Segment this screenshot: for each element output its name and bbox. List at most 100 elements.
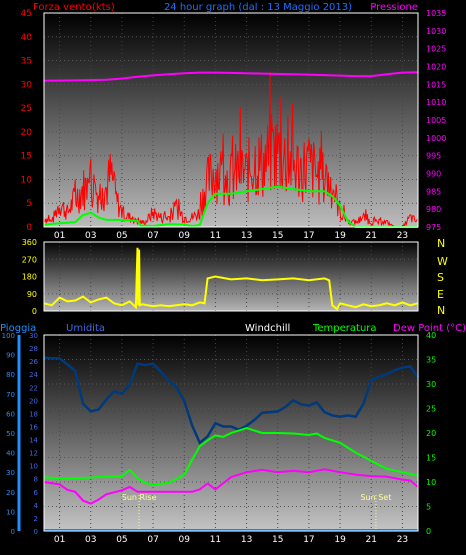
y-tick-wind: 5 — [26, 199, 32, 209]
x-tick-label: 19 — [334, 231, 346, 241]
legend-windchill: Windchill — [245, 323, 290, 334]
y-tick-pressure: 985 — [426, 187, 441, 196]
y-tick-pressure: 980 — [426, 205, 441, 214]
y-tick-rain: 100 — [2, 332, 15, 340]
y-tick-direction: 180 — [22, 273, 37, 282]
y-tick-temperature: 0 — [426, 527, 431, 536]
compass-n-top: N — [437, 237, 445, 250]
x-tick-label: 15 — [272, 231, 283, 241]
x-tick-label: 11 — [210, 231, 221, 241]
compass-w: W — [437, 255, 448, 268]
y-tick-humidity: 16 — [29, 423, 38, 431]
panel-temp-border — [43, 334, 419, 532]
series-wind-average — [43, 185, 418, 228]
y-tick-rain: 60 — [6, 410, 15, 418]
x-tick-label: 01 — [54, 535, 65, 545]
y-tick-pressure: 1015 — [426, 80, 446, 89]
series-wind-direction — [43, 247, 419, 311]
y-tick-rain: 40 — [6, 450, 15, 458]
x-tick-label: 07 — [147, 231, 158, 241]
x-tick-label: 05 — [116, 535, 127, 545]
y-tick-rain: 20 — [6, 489, 15, 497]
series-pressure — [43, 71, 419, 82]
y-tick-humidity: 4 — [34, 502, 39, 510]
y-tick-pressure: 1010 — [426, 98, 446, 107]
y-tick-pressure: 995 — [426, 152, 441, 161]
y-tick-temperature: 20 — [426, 429, 436, 438]
x-tick-label: 07 — [147, 535, 158, 545]
x-tick-label: 03 — [85, 231, 96, 241]
x-tick-label: 09 — [179, 231, 191, 241]
x-tick-label: 13 — [241, 231, 252, 241]
legend-pioggia: Pioggia — [0, 323, 36, 334]
x-tick-label: 01 — [54, 231, 65, 241]
event-sunset-label: Sun Set — [360, 493, 391, 502]
y-tick-pressure: 1005 — [426, 116, 446, 125]
y-tick-wind: 30 — [21, 80, 33, 90]
y-tick-rain: 90 — [6, 352, 15, 360]
y-tick-direction: 90 — [27, 290, 37, 299]
compass-e: E — [437, 288, 444, 301]
y-tick-wind: 0 — [26, 223, 32, 233]
y-tick-humidity: 14 — [29, 437, 38, 445]
y-tick-temperature: 30 — [426, 380, 436, 389]
x-tick-label: 21 — [366, 231, 377, 241]
y-tick-rain: 70 — [6, 391, 15, 399]
compass-s: S — [437, 271, 444, 284]
y-tick-temperature: 25 — [426, 405, 436, 414]
compass-n-bottom: N — [437, 304, 445, 317]
y-tick-temperature: 40 — [426, 331, 436, 340]
legend-umidita: Umidita — [66, 323, 105, 334]
legend-dewpoint: Dew Point (°C) — [393, 323, 466, 334]
y-tick-humidity: 30 — [29, 332, 38, 340]
series-temperature — [43, 427, 419, 486]
y-tick-humidity: 0 — [34, 528, 38, 536]
y-tick-humidity: 8 — [34, 476, 38, 484]
y-tick-wind: 40 — [21, 33, 33, 43]
x-tick-label: 23 — [397, 535, 408, 545]
y-tick-humidity: 12 — [29, 450, 38, 458]
y-tick-wind: 25 — [21, 104, 32, 114]
x-tick-label: 03 — [85, 535, 96, 545]
y-tick-humidity: 22 — [29, 384, 38, 392]
wind-force-label: Forza vento — [33, 2, 92, 13]
wind-unit-label: (kts) — [92, 2, 115, 13]
y-tick-temperature: 10 — [426, 478, 436, 487]
event-sunrise-label: Sun Rise — [122, 493, 157, 502]
x-tick-label: 09 — [179, 535, 191, 545]
y-tick-humidity: 10 — [29, 463, 38, 471]
x-tick-label: 23 — [397, 231, 408, 241]
x-tick-label: 05 — [116, 231, 127, 241]
x-tick-label: 15 — [272, 535, 283, 545]
panel-direction-background — [44, 242, 418, 311]
y-tick-rain: 80 — [6, 371, 15, 379]
y-tick-humidity: 6 — [34, 489, 39, 497]
y-tick-humidity: 24 — [29, 371, 38, 379]
x-tick-label: 19 — [334, 535, 346, 545]
y-tick-pressure: 975 — [426, 223, 441, 232]
y-tick-pressure: 990 — [426, 170, 441, 179]
y-tick-wind: 20 — [21, 128, 33, 138]
x-tick-label: 17 — [303, 231, 314, 241]
series-humidity — [43, 356, 420, 445]
y-tick-wind: 10 — [21, 175, 33, 185]
series-wind-force — [43, 71, 419, 228]
y-tick-direction: 0 — [32, 307, 37, 316]
y-tick-humidity: 20 — [29, 397, 38, 405]
y-tick-pressure: 1035 — [426, 9, 446, 18]
pressure-label: Pressione — [370, 2, 418, 13]
y-tick-temperature: 35 — [426, 356, 436, 365]
panel-direction-border — [43, 241, 419, 312]
panel-wind-border — [43, 12, 419, 228]
x-tick-label: 21 — [366, 535, 377, 545]
y-tick-temperature: 5 — [426, 503, 431, 512]
y-tick-pressure: 1025 — [426, 45, 446, 54]
y-tick-rain: 0 — [11, 528, 15, 536]
y-tick-rain: 50 — [6, 430, 15, 438]
legend-temperatura: Temperatura — [312, 323, 377, 334]
y-tick-temperature: 15 — [426, 454, 436, 463]
x-tick-label: 17 — [303, 535, 314, 545]
series-dew-point — [43, 468, 419, 505]
x-tick-label: 11 — [210, 535, 221, 545]
